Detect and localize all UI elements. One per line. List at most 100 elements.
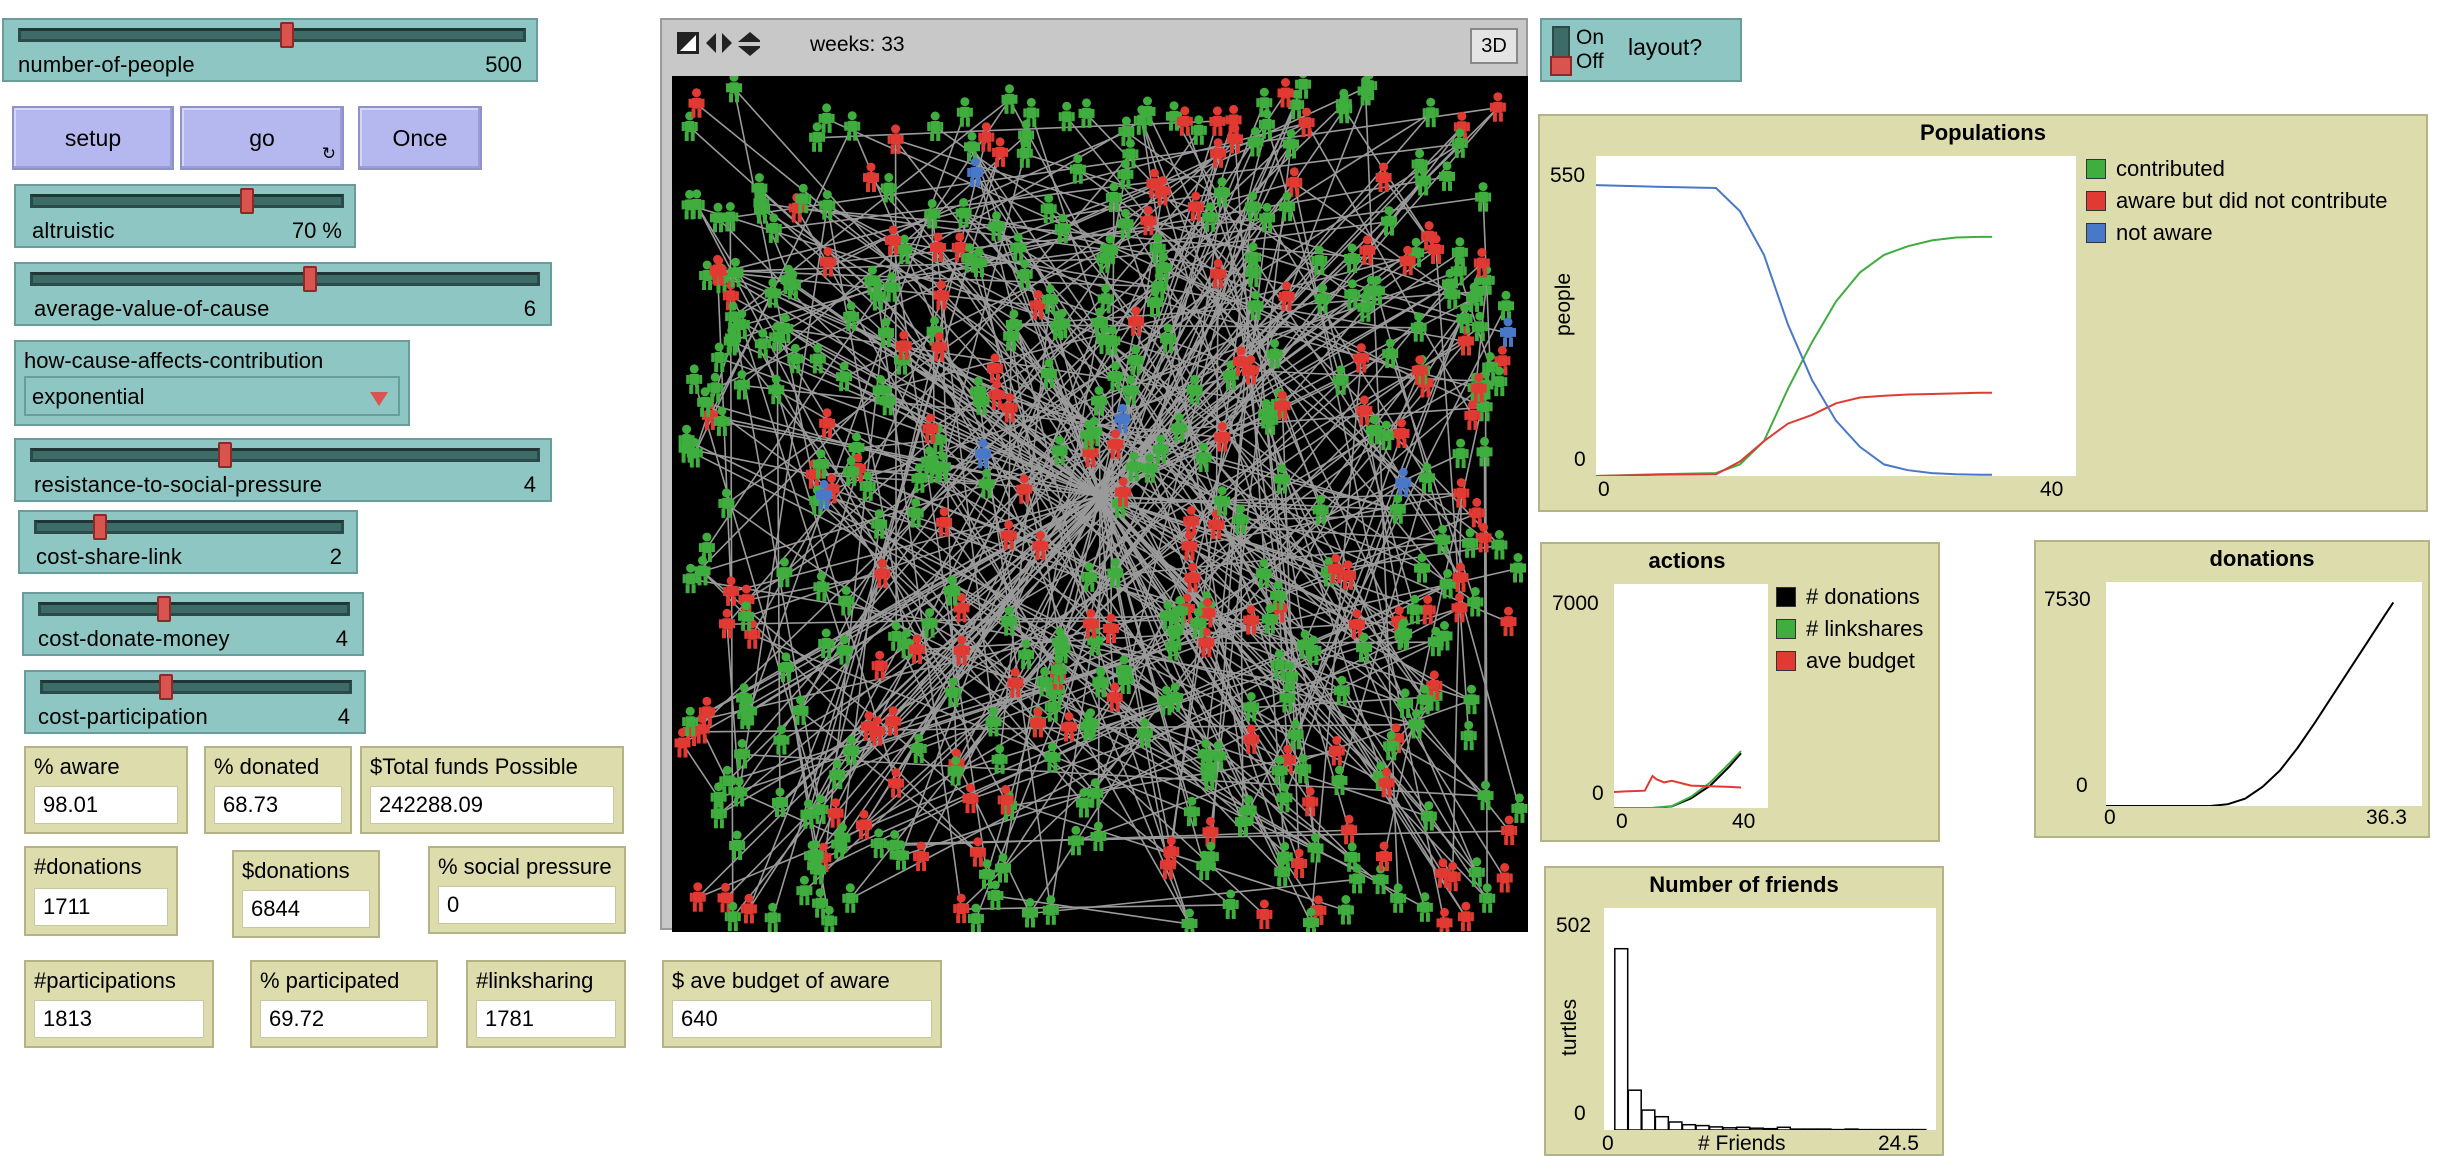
slider-knob[interactable]	[279, 22, 294, 48]
number-of-people-slider[interactable]: number-of-people 500	[2, 18, 538, 82]
person-agent	[819, 408, 836, 438]
slider-knob[interactable]	[218, 442, 233, 468]
person-agent	[821, 905, 838, 932]
histogram-bar	[1627, 1089, 1642, 1131]
plot-title: actions	[1648, 548, 1726, 573]
person-agent	[1067, 825, 1084, 856]
person-agent	[1176, 106, 1193, 136]
slider-knob[interactable]	[240, 188, 254, 214]
person-agent	[1023, 97, 1040, 128]
person-agent	[1107, 361, 1124, 391]
slider-value: 2	[329, 544, 342, 569]
layout-switch[interactable]: On Off layout?	[1540, 18, 1742, 82]
person-agent	[931, 332, 948, 362]
person-agent	[764, 278, 781, 308]
plot-title: Number of friends	[1649, 872, 1839, 897]
setup-button[interactable]: setup	[12, 106, 174, 170]
altruistic-slider[interactable]: altruistic 70 %	[14, 184, 356, 248]
slider-track[interactable]	[34, 520, 344, 534]
slider-track[interactable]	[40, 680, 352, 694]
person-agent	[1482, 352, 1499, 382]
slider-value: 4	[335, 626, 348, 651]
person-agent	[988, 379, 1005, 410]
slider-knob[interactable]	[159, 674, 174, 700]
person-agent	[1003, 321, 1020, 351]
person-agent	[1058, 101, 1075, 132]
3d-view-button[interactable]: 3D	[1470, 28, 1518, 64]
slider-track[interactable]	[30, 194, 344, 208]
chooser-value[interactable]: exponential	[24, 376, 400, 416]
resistance-to-social-pressure-slider[interactable]: resistance-to-social-pressure 4	[14, 438, 552, 502]
person-agent	[1298, 107, 1315, 138]
person-agent	[787, 343, 804, 374]
person-agent	[1091, 386, 1107, 416]
person-agent	[1159, 849, 1176, 880]
person-agent	[1030, 290, 1047, 320]
person-agent	[1274, 464, 1290, 494]
person-agent	[1434, 524, 1451, 555]
legend-donations: # donations	[1776, 584, 1920, 610]
once-button[interactable]: Once	[358, 106, 482, 170]
tick-counter: weeks: 33	[810, 33, 905, 56]
person-agent	[1115, 477, 1132, 507]
person-agent	[844, 111, 861, 141]
person-agent	[1436, 907, 1453, 932]
person-agent	[967, 157, 984, 187]
slider-knob[interactable]	[302, 266, 317, 292]
how-cause-affects-contribution-chooser[interactable]: how-cause-affects-contribution exponenti…	[14, 340, 410, 426]
go-button[interactable]: go ↻	[180, 106, 344, 170]
person-agent	[1160, 323, 1177, 353]
person-agent	[682, 563, 699, 594]
person-agent	[1061, 712, 1077, 742]
person-agent	[1476, 436, 1493, 467]
slider-track[interactable]	[30, 272, 540, 286]
person-agent	[856, 809, 872, 840]
person-agent	[674, 728, 691, 758]
person-agent	[1210, 138, 1227, 168]
cost-share-link-slider[interactable]: cost-share-link 2	[18, 510, 358, 574]
person-agent	[1214, 486, 1231, 516]
person-agent	[1114, 403, 1131, 434]
average-value-of-cause-slider[interactable]: average-value-of-cause 6	[14, 262, 552, 326]
slider-knob[interactable]	[93, 514, 108, 540]
slider-track[interactable]	[30, 448, 540, 462]
person-agent	[697, 387, 714, 417]
slider-label: number-of-people	[18, 52, 195, 77]
cost-donate-money-slider[interactable]: cost-donate-money 4	[22, 592, 364, 656]
person-agent	[738, 601, 755, 631]
person-agent	[1307, 833, 1324, 863]
switch-knob[interactable]	[1550, 56, 1572, 76]
legend-label: ave budget	[1806, 648, 1915, 673]
person-agent	[819, 247, 836, 277]
monitor-social-pressure: % social pressure 0	[428, 846, 626, 934]
cost-participation-slider[interactable]: cost-participation 4	[24, 670, 366, 734]
person-agent	[768, 374, 785, 405]
histogram-bar	[1790, 1128, 1805, 1131]
plot-area	[1604, 908, 1936, 1131]
person-agent	[1341, 814, 1358, 845]
slider-knob[interactable]	[157, 596, 172, 622]
person-agent	[737, 699, 754, 730]
person-agent	[827, 798, 844, 828]
network-canvas[interactable]	[672, 76, 1528, 932]
chooser-selected: exponential	[32, 384, 145, 409]
person-agent	[1274, 390, 1291, 421]
person-agent	[1468, 857, 1485, 887]
person-agent	[1209, 106, 1226, 136]
monitor-value: 68.73	[214, 786, 342, 824]
world-view[interactable]: weeks: 33 3D	[660, 18, 1528, 932]
person-agent	[1183, 796, 1200, 827]
person-agent	[1090, 821, 1107, 851]
monitor-value: 1711	[34, 888, 168, 926]
x-max-label: 24.5	[1878, 1132, 1919, 1155]
slider-track[interactable]	[38, 602, 350, 616]
slider-track[interactable]	[18, 28, 526, 42]
person-agent	[723, 326, 740, 356]
histogram-bar	[1817, 1128, 1832, 1131]
person-agent	[1416, 892, 1433, 922]
histogram-bar	[1708, 1126, 1724, 1131]
person-agent	[1500, 317, 1516, 347]
person-agent	[1141, 453, 1158, 483]
person-agent	[1303, 907, 1319, 932]
person-agent	[1397, 688, 1414, 718]
